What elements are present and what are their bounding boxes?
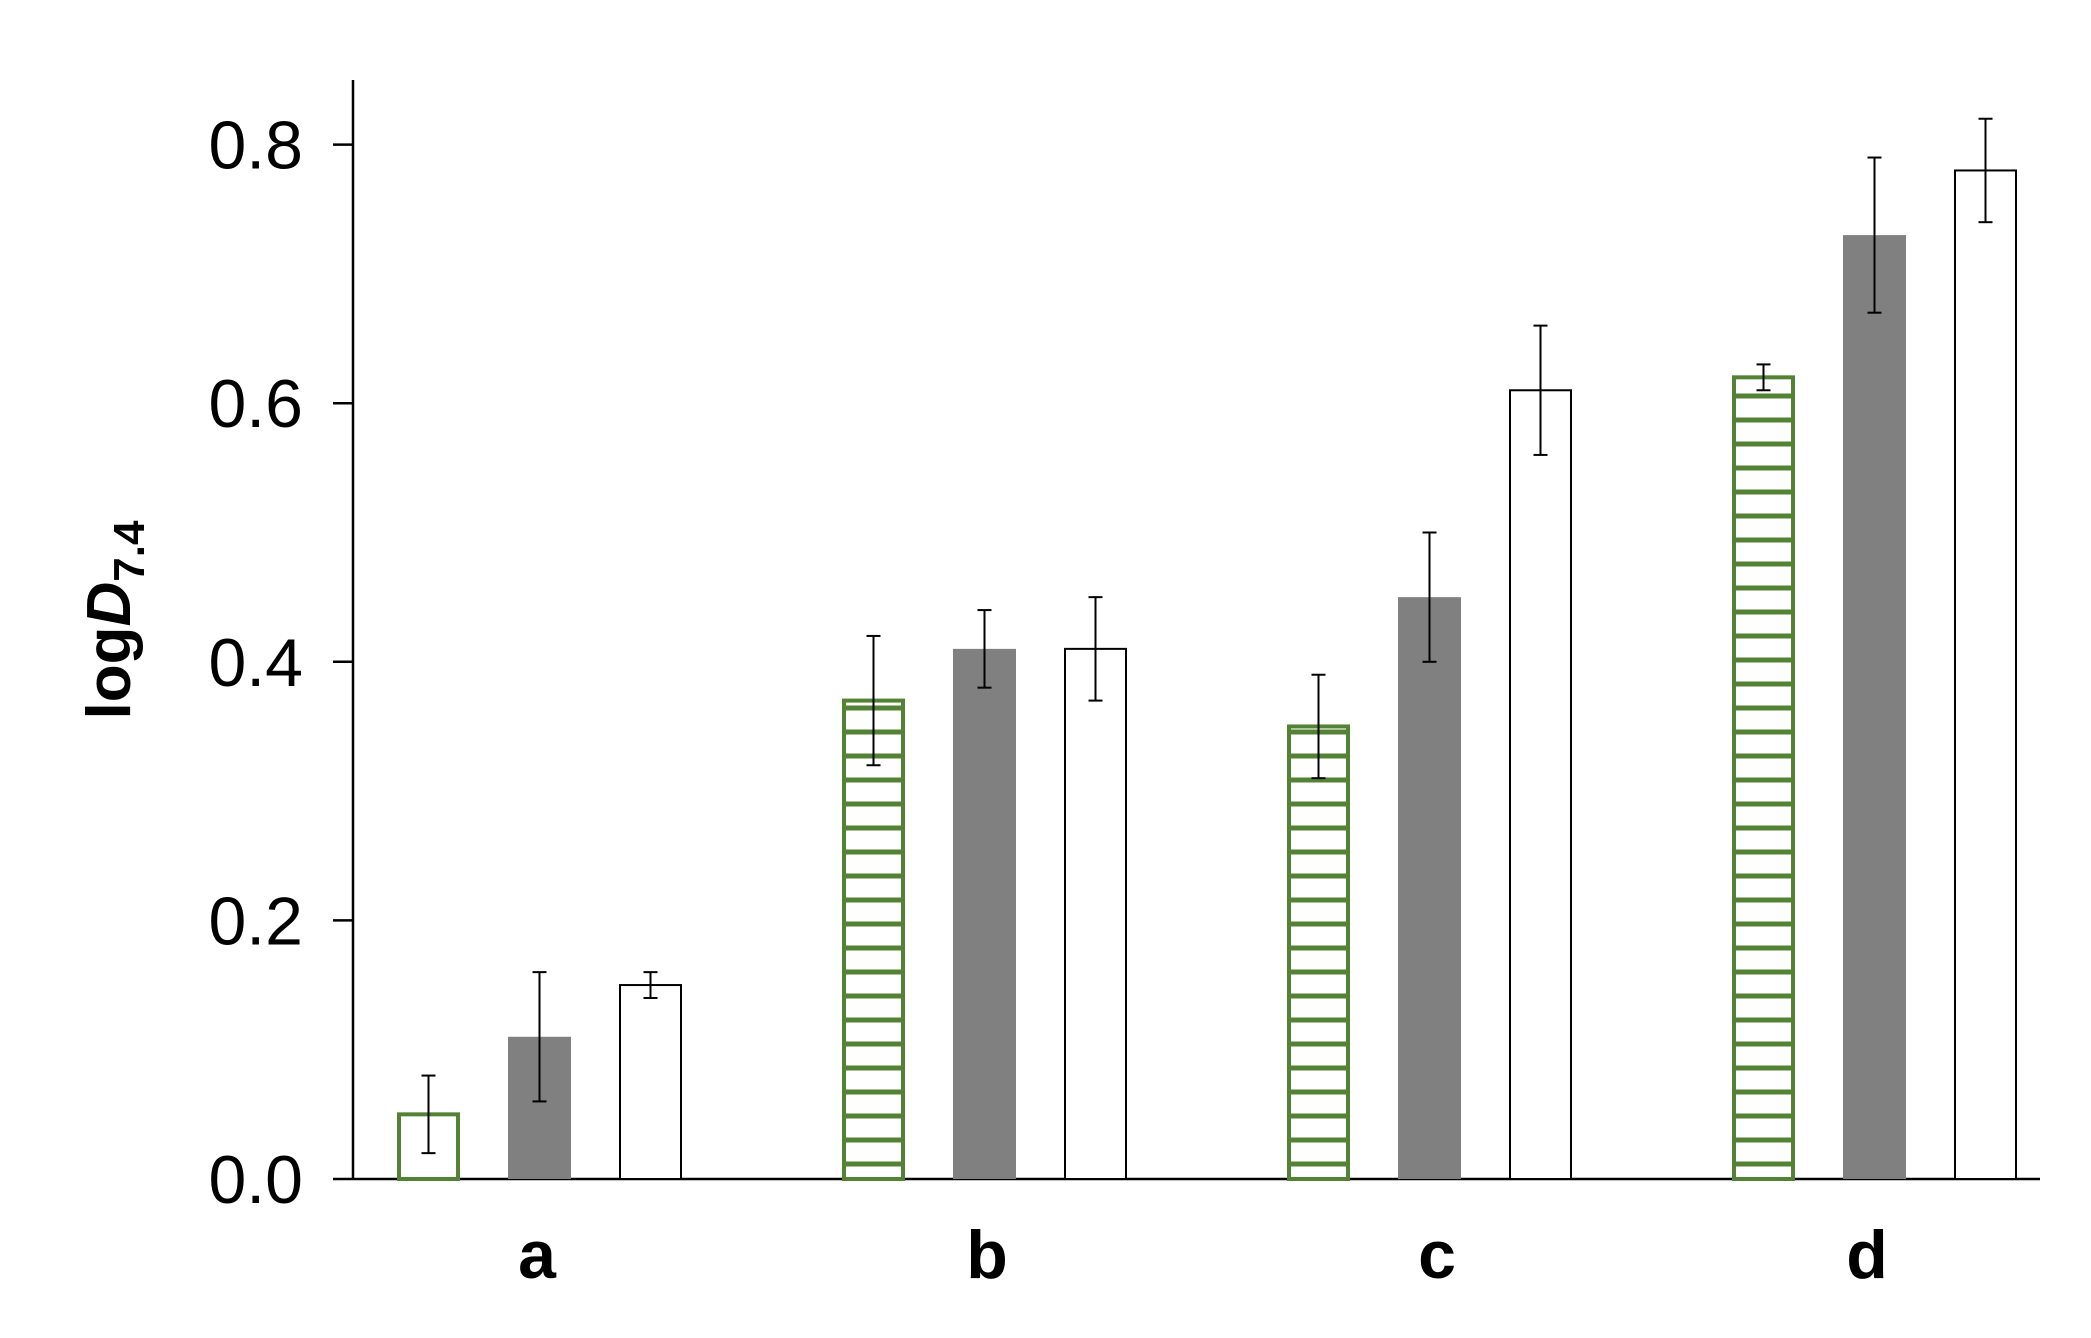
error-bar-d-series-3	[1978, 117, 1993, 224]
bar-b-series-3	[1064, 647, 1127, 1180]
category-label-b: b	[966, 1217, 1008, 1293]
y-tick-label: 0.6	[208, 366, 303, 442]
error-bar-c-series-3	[1533, 324, 1548, 456]
bars-group	[397, 169, 2017, 1182]
error-bar-d-series-2	[1867, 156, 1882, 314]
category-label-d: d	[1846, 1217, 1888, 1293]
bar-c-series-3	[1509, 389, 1572, 1180]
bar-a-series-3	[619, 984, 682, 1180]
error-bar-b-series-3	[1088, 596, 1103, 702]
y-tick-label: 0.4	[208, 625, 303, 701]
bar-b-series-2	[953, 648, 1016, 1179]
error-bar-a-series-3	[643, 971, 658, 999]
error-bar-c-series-2	[1422, 531, 1437, 663]
bar-c-series-1	[1287, 724, 1350, 1181]
category-label-a: a	[518, 1217, 557, 1293]
y-tick-label: 0.0	[208, 1142, 303, 1218]
error-bar-c-series-1	[1311, 673, 1326, 780]
y-tick-label: 0.2	[208, 883, 303, 959]
y-axis-title-base: log	[75, 626, 144, 719]
error-bar-a-series-2	[532, 971, 547, 1103]
bar-c-series-2	[1398, 597, 1461, 1179]
bar-d-series-3	[1954, 169, 2017, 1180]
y-axis-title-subscript: 7.4	[105, 520, 154, 582]
error-bar-b-series-1	[866, 634, 881, 767]
error-bar-a-series-1	[421, 1074, 436, 1155]
error-bar-b-series-2	[977, 609, 992, 689]
y-tick-label: 0.8	[208, 108, 303, 184]
labels-group: 0.0 0.2 0.4 0.6 0.8 a b c d	[208, 108, 1887, 1293]
error-bar-d-series-1	[1756, 363, 1771, 392]
bar-d-series-1	[1732, 375, 1795, 1181]
category-label-c: c	[1418, 1217, 1456, 1293]
bar-d-series-2	[1843, 235, 1906, 1180]
error-bars-group	[421, 117, 1993, 1155]
y-axis-title-italic: D	[75, 582, 144, 627]
y-axis-title: logD7.4	[75, 520, 154, 719]
bar-b-series-1	[842, 698, 905, 1182]
